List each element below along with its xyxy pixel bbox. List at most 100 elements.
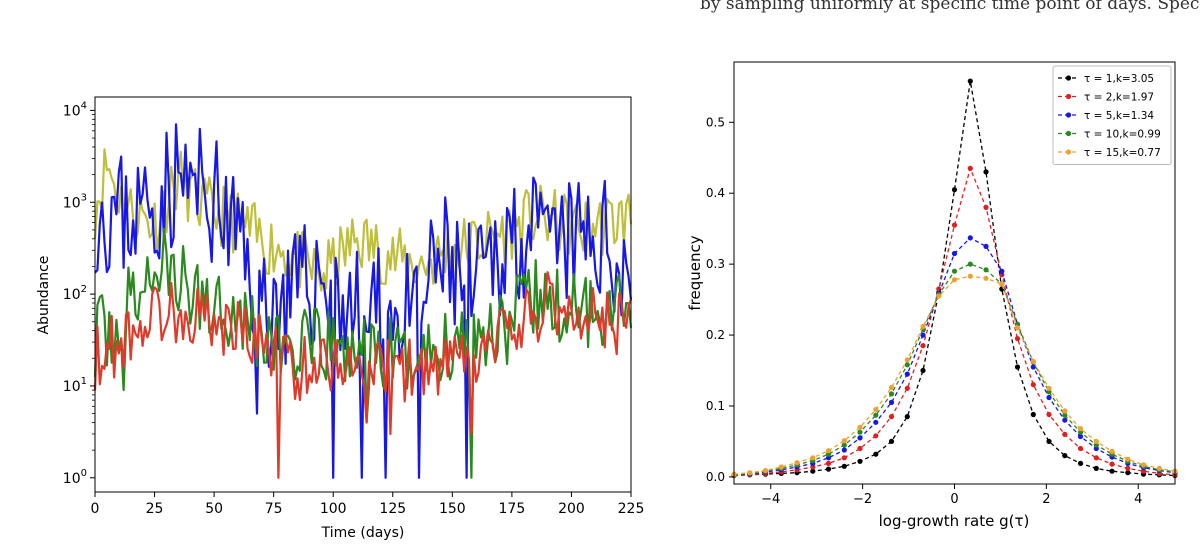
frequency-point: [873, 451, 879, 457]
frequency-point: [904, 371, 910, 377]
x-tick-label: 2: [1042, 492, 1050, 507]
frequency-point: [1077, 445, 1084, 452]
frequency-point: [1014, 336, 1021, 342]
y-tick-label: 104: [63, 100, 87, 119]
frequency-point: [841, 463, 847, 469]
y-tick-label: 102: [63, 284, 87, 303]
frequency-point: [810, 464, 816, 470]
frequency-point: [1125, 470, 1131, 476]
legend-swatch-marker: [1065, 130, 1072, 137]
frequency-point: [888, 384, 895, 391]
x-tick-label: 125: [379, 501, 406, 517]
frequency-point: [1093, 442, 1099, 448]
frequency-point: [904, 414, 910, 420]
x-tick-label: 0: [91, 501, 100, 517]
frequency-point: [1093, 438, 1099, 444]
abundance-series-line-1: [94, 123, 633, 479]
frequency-point: [747, 470, 753, 476]
x-tick-label: 75: [265, 501, 283, 517]
frequency-series-line-4: [733, 275, 1176, 475]
frequency-point: [951, 268, 958, 274]
y-tick-label: 0.3: [706, 257, 725, 271]
x-tick-label: 200: [558, 501, 585, 517]
frequency-point: [888, 391, 895, 397]
frequency-point: [1062, 412, 1068, 418]
frequency-point: [1062, 408, 1068, 414]
frequency-point: [841, 447, 847, 453]
frequency-point: [841, 442, 847, 448]
frequency-point: [1140, 462, 1147, 468]
frequency-point: [1077, 426, 1084, 432]
frequency-point: [967, 78, 973, 84]
legend-label: τ = 1,k=3.05: [1084, 73, 1154, 85]
y-tick-label: 103: [63, 192, 87, 211]
frequency-point: [1014, 325, 1021, 331]
frequency-point: [857, 435, 863, 441]
frequency-point: [857, 424, 863, 430]
frequency-point: [983, 243, 989, 249]
frequency-point: [1093, 465, 1099, 471]
frequency-point: [1046, 385, 1052, 391]
frequency-x-label: log-growth rate g(τ): [879, 512, 1030, 530]
frequency-point: [920, 367, 926, 374]
frequency-point: [951, 222, 958, 228]
frequency-point: [967, 261, 973, 267]
frequency-point: [762, 467, 769, 474]
frequency-point: [951, 277, 958, 283]
legend-swatch-marker: [1065, 112, 1072, 118]
frequency-point: [1093, 455, 1099, 461]
frequency-point: [904, 362, 910, 368]
abundance-chart: 0 25 50 75 100 125 150 175 200 225 10010110210310…: [36, 96, 645, 541]
legend-swatch-marker: [1065, 149, 1072, 155]
frequency-point: [1125, 465, 1131, 471]
frequency-y-ticks: 0.0 0.1 0.2 0.3 0.4 0.5: [706, 115, 734, 484]
x-tick-label: 50: [205, 501, 223, 517]
frequency-point: [1030, 364, 1036, 370]
frequency-point: [841, 455, 847, 461]
frequency-point: [1030, 411, 1036, 418]
frequency-chart: −4 −2 0 2 4 0.0 0.1 0.2 0.3 0.4 0.5 log-growth ra…: [686, 61, 1178, 530]
frequency-point: [1046, 411, 1052, 418]
frequency-point: [967, 235, 973, 241]
y-tick-label: 0.0: [706, 470, 725, 484]
frequency-series-line-3: [733, 263, 1176, 476]
x-tick-label: 0: [950, 492, 958, 507]
frequency-point: [951, 250, 958, 257]
frequency-point: [1077, 433, 1084, 440]
frequency-legend: τ = 1,k=3.05 τ = 2,k=1.97 τ = 5,k=1.34 τ = …: [1052, 65, 1172, 165]
frequency-point: [1046, 394, 1052, 401]
frequency-point: [999, 268, 1005, 274]
frequency-point: [857, 445, 863, 452]
frequency-point: [920, 343, 926, 349]
abundance-series-line-2: [93, 227, 633, 479]
x-tick-label: 25: [146, 501, 164, 517]
legend-box: [1052, 65, 1172, 165]
frequency-point: [1125, 456, 1131, 462]
y-tick-label: 101: [63, 376, 87, 395]
x-tick-label: −2: [853, 492, 872, 507]
frequency-y-label: frequency: [686, 235, 704, 310]
frequency-point: [825, 455, 832, 461]
x-tick-label: 100: [320, 501, 347, 517]
abundance-x-ticks: 0 25 50 75 100 125 150 175 200 225: [91, 492, 645, 517]
legend-label: τ = 2,k=1.97: [1084, 92, 1154, 104]
frequency-point: [904, 385, 910, 391]
frequency-plot-area: [731, 78, 1178, 479]
frequency-point: [951, 187, 958, 193]
x-tick-label: 225: [618, 501, 645, 517]
frequency-series-line-1: [733, 166, 1176, 477]
frequency-point: [1062, 431, 1068, 437]
frequency-point: [1062, 417, 1068, 423]
frequency-point: [825, 448, 832, 454]
x-tick-label: 4: [1134, 492, 1142, 507]
frequency-point: [794, 460, 800, 466]
frequency-x-ticks: −4 −2 0 2 4: [761, 484, 1142, 507]
frequency-point: [1062, 453, 1068, 459]
frequency-point: [1109, 448, 1115, 454]
frequency-point: [857, 458, 863, 464]
frequency-point: [1109, 468, 1115, 474]
header-text-fragment: by sampling uniformly at specific time p…: [700, 0, 1200, 14]
frequency-point: [967, 165, 973, 171]
legend-swatch-marker: [1065, 75, 1072, 81]
